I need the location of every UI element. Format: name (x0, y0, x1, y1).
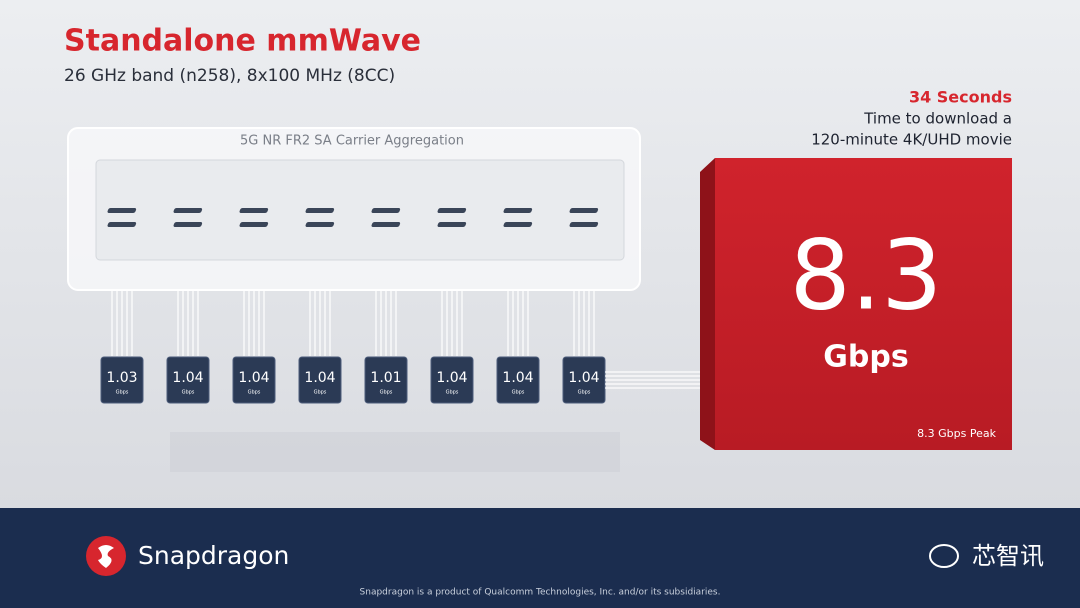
callout-line: 120-minute 4K/UHD movie (811, 131, 1012, 149)
carrier-chip (298, 356, 342, 404)
watermark-icon (929, 544, 959, 568)
carrier-unit: Gbps (578, 390, 591, 396)
carrier-chip (100, 356, 144, 404)
aggregation-label: 5G NR FR2 SA Carrier Aggregation (240, 134, 464, 149)
carrier-icon (569, 222, 599, 227)
carrier-unit: Gbps (116, 390, 129, 396)
carrier-value: 1.04 (436, 370, 467, 386)
carrier-value: 1.03 (106, 370, 137, 386)
carrier-unit: Gbps (182, 390, 195, 396)
brand: Snapdragon (138, 541, 289, 570)
carrier-icon (437, 222, 467, 227)
watermark: 芯智讯 (972, 542, 1044, 570)
carriers: 1.03 Gbps 1.04 Gbps 1.04 Gbps 1.04 Gbps 1.01 Gbps… (100, 208, 712, 404)
total-value: 8.3 (790, 219, 943, 331)
carrier-chip (496, 356, 540, 404)
carrier-icon (239, 208, 269, 213)
logo-mark (98, 545, 114, 568)
footer (0, 508, 1080, 608)
carrier-icon (107, 222, 137, 227)
carrier-value: 1.04 (568, 370, 599, 386)
carrier-chip (430, 356, 474, 404)
carrier-chip (232, 356, 276, 404)
carrier-icon (371, 208, 401, 213)
carrier-icon (503, 208, 533, 213)
carrier-icon (569, 208, 599, 213)
carrier-icon (173, 208, 203, 213)
aggregation-inner (95, 159, 625, 261)
carrier-icon (305, 208, 335, 213)
carrier-value: 1.04 (238, 370, 269, 386)
carrier-icon (107, 208, 137, 213)
carrier-icon (173, 222, 203, 227)
carrier-unit: Gbps (248, 390, 261, 396)
carrier-unit: Gbps (380, 390, 393, 396)
callout-line: Time to download a (863, 110, 1012, 128)
title: Standalone mmWave (64, 24, 421, 59)
shadow (170, 432, 620, 472)
carrier-icon (305, 222, 335, 227)
carrier-icon (371, 222, 401, 227)
disclaimer: Snapdragon is a product of Qualcomm Tech… (360, 588, 721, 598)
carrier-unit: Gbps (446, 390, 459, 396)
carrier-icon (503, 222, 533, 227)
carrier-chip (364, 356, 408, 404)
subtitle: 26 GHz band (n258), 8x100 MHz (8CC) (64, 66, 395, 86)
carrier-icon (239, 222, 269, 227)
carrier-value: 1.04 (172, 370, 203, 386)
carrier-icon (437, 208, 467, 213)
carrier-unit: Gbps (314, 390, 327, 396)
cube-front (715, 158, 1012, 450)
total-unit: Gbps (823, 340, 908, 375)
total-note: 8.3 Gbps Peak (917, 427, 996, 440)
carrier-value: 1.04 (304, 370, 335, 386)
cube-side (700, 158, 715, 450)
callout-highlight: 34 Seconds (909, 88, 1012, 107)
carrier-unit: Gbps (512, 390, 525, 396)
carrier-value: 1.01 (370, 370, 401, 386)
carrier-value: 1.04 (502, 370, 533, 386)
carrier-chip (166, 356, 210, 404)
